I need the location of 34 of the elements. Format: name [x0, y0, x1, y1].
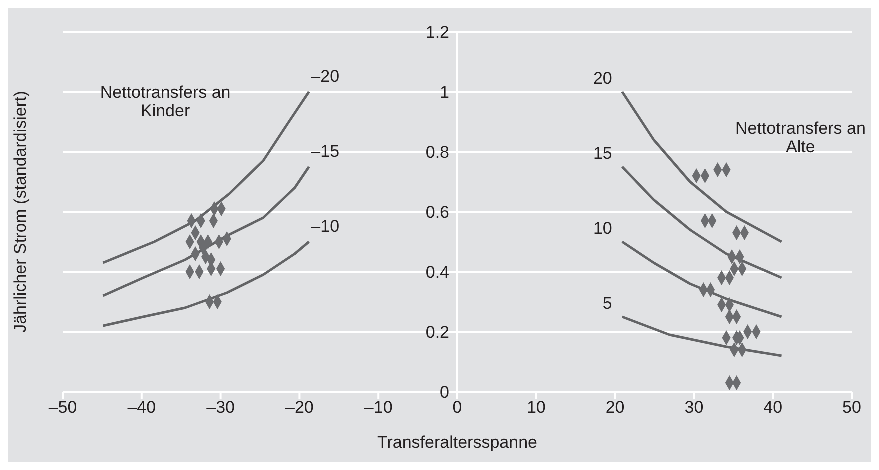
y-tick-label: 1.2	[426, 22, 450, 42]
x-tick-label: –10	[364, 398, 393, 418]
y-tick-label: 0.8	[426, 142, 450, 162]
x-tick-label: 0	[452, 398, 462, 418]
x-tick-label: 40	[764, 398, 783, 418]
y-tick-label: 1	[440, 82, 450, 102]
y-tick-label: 0.2	[426, 322, 450, 342]
series-label: 15	[593, 144, 612, 163]
annotation: Nettotransfers an Kinder	[100, 83, 231, 121]
line-series	[102, 166, 310, 298]
series-label: –10	[311, 217, 340, 236]
line-series	[102, 240, 310, 328]
x-tick-label: 20	[606, 398, 625, 418]
x-tick-label: 10	[526, 398, 546, 418]
series-label: –20	[311, 67, 340, 86]
series-label: 20	[593, 69, 612, 88]
series-label: 5	[602, 294, 612, 313]
x-axis-title: Transferaltersspanne	[377, 433, 538, 452]
y-axis-title: Jährlicher Strom (standardisiert)	[11, 91, 30, 333]
series-label: –15	[311, 142, 340, 161]
x-tick-label: –50	[48, 398, 78, 418]
x-tick-label: –20	[286, 398, 314, 418]
x-tick-label: 30	[684, 398, 704, 418]
line-series	[621, 240, 784, 318]
y-tick-label: 0.6	[426, 202, 450, 222]
line-series	[621, 316, 784, 358]
annotation: Nettotransfers an Alte	[736, 119, 866, 157]
y-tick-label: 0.4	[426, 262, 450, 282]
y-tick-label: 0	[440, 382, 450, 402]
x-tick-label: 50	[842, 398, 862, 418]
series-label: 10	[593, 219, 612, 238]
x-tick-label: –30	[206, 398, 235, 418]
x-tick-label: –40	[128, 398, 156, 418]
line-series	[621, 166, 784, 280]
